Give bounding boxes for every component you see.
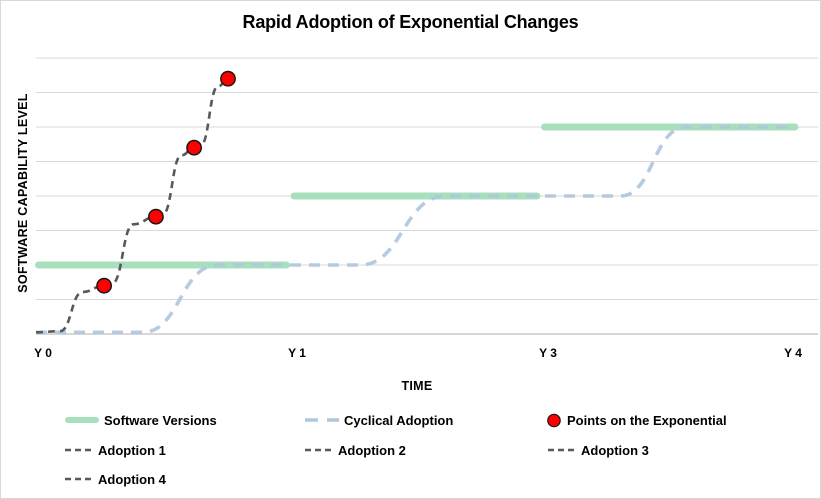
series-adoption-3 — [155, 146, 195, 218]
legend-label: Adoption 2 — [338, 442, 406, 458]
series-adoption-1 — [35, 284, 105, 334]
legend-item-cyclical-adoption: Cyclical Adoption — [303, 407, 453, 433]
x-tick-label: Y 3 — [539, 346, 557, 360]
legend-item-adoption-2: Adoption 2 — [303, 437, 406, 463]
legend-label: Points on the Exponential — [567, 412, 727, 428]
series-adoption-4 — [193, 77, 229, 149]
legend-label: Adoption 1 — [98, 442, 166, 458]
legend-item-adoption-1: Adoption 1 — [63, 437, 166, 463]
gray-dash-swatch-icon — [65, 448, 93, 452]
gray-dash-swatch-icon — [305, 448, 333, 452]
series-cyclical-adoption — [36, 125, 795, 335]
x-tick-label: Y 4 — [784, 346, 802, 360]
y-axis-title: SOFTWARE CAPABILITY LEVEL — [16, 93, 30, 292]
blue-dash-swatch-icon — [305, 418, 339, 422]
green-line-swatch-icon — [65, 417, 99, 423]
x-tick-label: Y 1 — [288, 346, 306, 360]
point-on-exponential — [96, 277, 113, 294]
legend-label: Adoption 4 — [98, 471, 166, 487]
gray-dash-swatch-icon — [548, 448, 576, 452]
x-tick-label: Y 0 — [34, 346, 52, 360]
point-on-exponential — [186, 139, 203, 156]
series-adoption-2 — [104, 215, 156, 287]
legend-item-software-versions: Software Versions — [63, 407, 217, 433]
plot-area: Y 0 Y 1 Y 3 Y 4 TIME SOFTWARE CAPABILITY LEVE… — [16, 57, 818, 393]
chart-title: Rapid Adoption of Exponential Changes — [242, 12, 579, 32]
legend-item-adoption-4: Adoption 4 — [63, 466, 166, 492]
legend-item-points-on-the-exponential: Points on the Exponential — [546, 407, 727, 433]
point-on-exponential — [220, 70, 236, 87]
legend-label: Adoption 3 — [581, 442, 649, 458]
point-on-exponential — [147, 208, 164, 225]
gray-dash-swatch-icon — [65, 477, 93, 481]
legend-item-adoption-3: Adoption 3 — [546, 437, 649, 463]
red-dot-swatch-icon — [547, 413, 561, 427]
legend-label: Software Versions — [104, 412, 217, 428]
x-axis-title: TIME — [401, 379, 432, 393]
legend-label: Cyclical Adoption — [344, 412, 454, 428]
